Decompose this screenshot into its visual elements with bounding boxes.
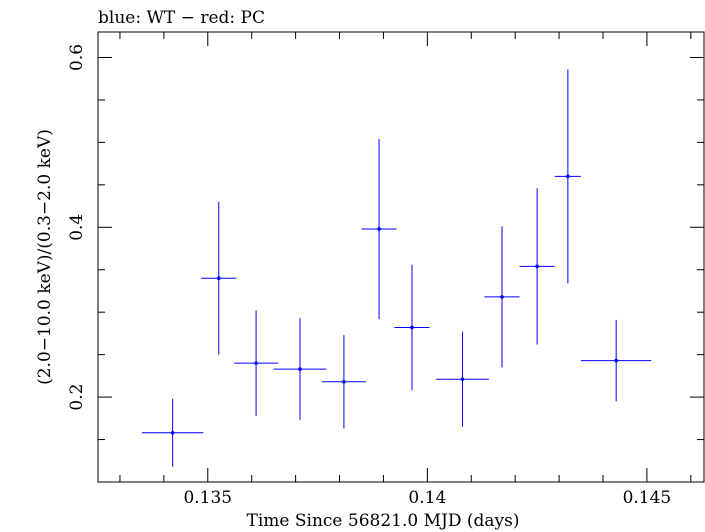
data-point xyxy=(436,331,489,427)
point-marker xyxy=(535,264,539,269)
y-axis-label: (2.0−10.0 keV)/(0.3−2.0 keV) xyxy=(35,129,55,385)
data-point xyxy=(554,69,582,284)
point-marker xyxy=(298,367,302,371)
point-marker xyxy=(410,325,414,330)
data-point xyxy=(321,335,366,429)
data-point xyxy=(581,319,652,402)
axis-tick-labels: 0.135 0.14 0.145 0.2 0.4 0.6 xyxy=(67,44,671,508)
point-marker xyxy=(566,174,570,179)
data-point xyxy=(484,226,520,368)
point-marker xyxy=(254,361,258,365)
data-point xyxy=(361,138,397,319)
point-marker xyxy=(377,227,381,231)
point-marker xyxy=(460,377,465,382)
plot-frame xyxy=(97,31,705,483)
y-tick-label: 0.2 xyxy=(67,384,87,411)
x-tick-label: 0.14 xyxy=(408,488,446,508)
data-point xyxy=(519,188,555,345)
data-point xyxy=(273,318,327,421)
x-tick-label: 0.135 xyxy=(183,488,232,508)
point-marker xyxy=(614,358,618,363)
point-marker xyxy=(170,430,175,435)
data-point xyxy=(234,310,279,416)
chart-title: blue: WT − red: PC xyxy=(98,8,265,28)
data-points xyxy=(141,69,652,467)
point-marker xyxy=(216,276,221,281)
point-marker xyxy=(500,295,504,299)
data-point xyxy=(141,398,204,467)
x-axis-label: Time Since 56821.0 MJD (days) xyxy=(247,511,520,531)
axis-ticks xyxy=(98,32,704,483)
y-tick-label: 0.6 xyxy=(67,44,87,71)
data-point xyxy=(394,264,430,391)
point-marker xyxy=(342,380,346,384)
data-point xyxy=(201,201,237,355)
x-tick-label: 0.145 xyxy=(623,488,672,508)
y-tick-label: 0.4 xyxy=(67,214,87,241)
